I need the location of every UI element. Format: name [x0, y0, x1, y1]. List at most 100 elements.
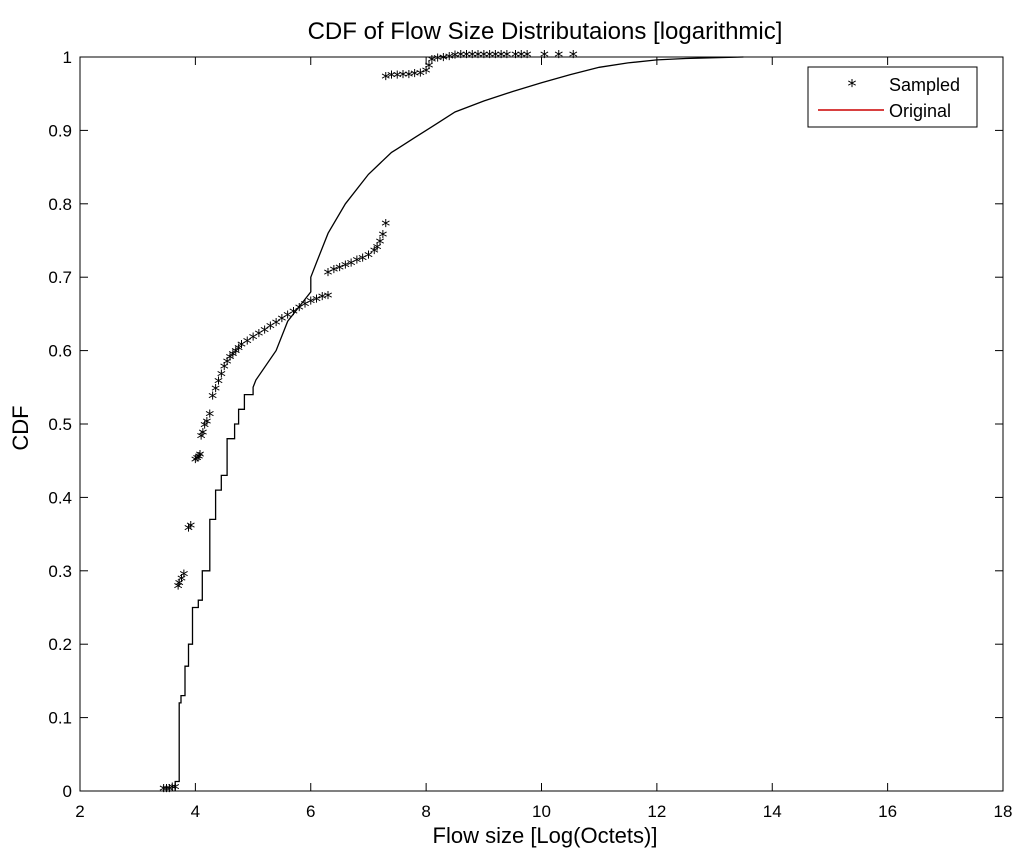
data-point-sampled: *	[422, 63, 431, 84]
data-point-sampled: *	[517, 47, 526, 68]
x-tick-label: 2	[75, 802, 84, 821]
data-point-sampled: *	[200, 418, 209, 439]
data-point-sampled: *	[177, 571, 186, 592]
data-point-sampled: *	[479, 47, 488, 68]
y-tick-label: 0.6	[48, 342, 72, 361]
data-point-sampled: *	[329, 262, 338, 283]
y-tick-label: 0.3	[48, 562, 72, 581]
data-point-sampled: *	[358, 250, 367, 271]
data-point-sampled: *	[312, 291, 321, 312]
legend-sampled-label: Sampled	[889, 75, 960, 95]
x-axis: 2 4 6 8 10 12 14 16 18	[75, 57, 1012, 821]
data-point-sampled: *	[364, 247, 373, 268]
data-point-sampled: *	[225, 349, 234, 370]
data-point-sampled: *	[523, 47, 532, 68]
data-point-sampled: *	[324, 288, 333, 309]
data-point-sampled: *	[393, 68, 402, 89]
data-point-sampled: *	[569, 47, 578, 68]
data-point-sampled: *	[462, 47, 471, 68]
data-point-sampled: *	[341, 258, 350, 279]
data-point-sampled: *	[220, 359, 229, 380]
data-point-sampled: *	[202, 414, 211, 435]
data-point-sampled: *	[277, 311, 286, 332]
data-point-sampled: *	[445, 49, 454, 70]
data-point-sampled: *	[254, 326, 263, 347]
data-point-sampled: *	[179, 567, 188, 588]
data-point-sampled: *	[249, 330, 258, 351]
data-point-sampled: *	[214, 374, 223, 395]
data-point-sampled: *	[300, 297, 309, 318]
data-point-sampled: *	[410, 66, 419, 87]
data-point-sampled: *	[174, 578, 183, 599]
y-tick-label: 0.2	[48, 635, 72, 654]
data-point-sampled: *	[502, 47, 511, 68]
data-point-sampled: *	[474, 47, 483, 68]
data-point-sampled: *	[234, 341, 243, 362]
data-point-sampled: *	[468, 47, 477, 68]
data-point-sampled: *	[205, 407, 214, 428]
x-tick-label: 6	[306, 802, 315, 821]
data-point-sampled: *	[416, 65, 425, 86]
data-point-sampled: *	[283, 308, 292, 329]
data-point-sampled: *	[485, 47, 494, 68]
y-tick-label: 0.9	[48, 121, 72, 140]
data-point-sampled: *	[318, 289, 327, 310]
data-point-sampled: *	[491, 47, 500, 68]
data-point-sampled: *	[186, 518, 195, 539]
data-point-sampled: *	[217, 366, 226, 387]
data-point-sampled: *	[433, 51, 442, 72]
y-tick-label: 1	[63, 48, 72, 67]
y-axis-label: CDF	[8, 405, 33, 450]
data-point-sampled: *	[427, 52, 436, 73]
data-point-sampled: *	[511, 47, 520, 68]
data-point-sampled: *	[456, 47, 465, 68]
x-tick-label: 18	[994, 802, 1013, 821]
data-point-sampled: *	[306, 294, 315, 315]
series-line-original	[174, 56, 744, 791]
data-point-sampled: *	[450, 48, 459, 69]
data-point-sampled: *	[231, 344, 240, 365]
chart-title: CDF of Flow Size Distributaions [logarit…	[308, 18, 783, 45]
data-point-sampled: *	[208, 388, 217, 409]
data-point-sampled: *	[184, 520, 193, 541]
x-tick-label: 10	[532, 802, 551, 821]
y-tick-label: 0.4	[48, 488, 72, 507]
x-tick-label: 12	[647, 802, 666, 821]
data-point-sampled: *	[387, 68, 396, 89]
data-point-sampled: *	[266, 319, 275, 340]
data-point-sampled: *	[272, 315, 281, 336]
data-point-sampled: *	[159, 781, 168, 802]
data-point-sampled: *	[260, 322, 269, 343]
data-point-sampled: *	[211, 381, 220, 402]
data-point-sampled: *	[540, 47, 549, 68]
data-point-sampled: *	[194, 449, 203, 470]
x-tick-label: 4	[191, 802, 200, 821]
data-point-sampled: *	[162, 781, 171, 802]
data-point-sampled: *	[324, 265, 333, 286]
data-point-sampled: *	[381, 216, 390, 237]
data-point-sampled: *	[191, 452, 200, 473]
data-point-sampled: *	[378, 227, 387, 248]
y-tick-label: 0	[63, 782, 72, 801]
data-point-sampled: *	[335, 260, 344, 281]
data-point-sampled: *	[554, 47, 563, 68]
legend-sampled-marker: *	[848, 76, 857, 97]
x-tick-label: 16	[878, 802, 897, 821]
data-point-sampled: *	[370, 243, 379, 264]
data-point-sampled: *	[289, 304, 298, 325]
plot-area	[79, 56, 1004, 792]
data-point-sampled: *	[425, 58, 434, 79]
legend-original-label: Original	[889, 101, 951, 121]
legend: * Sampled Original	[807, 66, 978, 128]
data-point-sampled: *	[237, 337, 246, 358]
data-point-sampled: *	[243, 333, 252, 354]
x-axis-label: Flow size [Log(Octets)]	[433, 823, 658, 848]
data-point-sampled: *	[497, 47, 506, 68]
data-point-sampled: *	[168, 780, 177, 801]
series-layer: ****************************************…	[159, 47, 744, 802]
y-tick-label: 0.5	[48, 415, 72, 434]
data-point-sampled: *	[439, 50, 448, 71]
data-point-sampled: *	[295, 300, 304, 321]
data-point-sampled: *	[198, 425, 207, 446]
